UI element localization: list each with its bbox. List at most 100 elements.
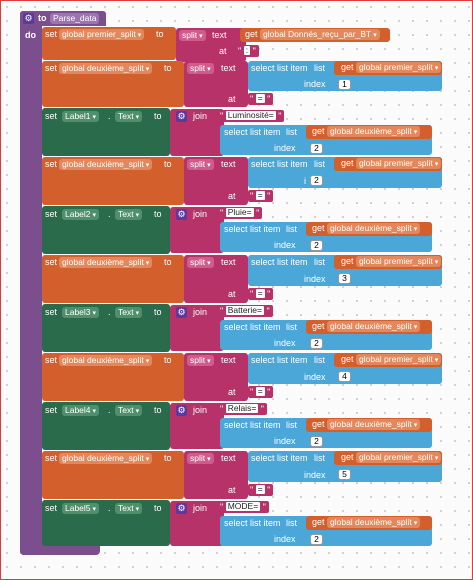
variable-dropdown[interactable]: global deuxième_split ▾ bbox=[59, 159, 153, 170]
split-dropdown[interactable]: split ▾ bbox=[179, 30, 206, 41]
split-block-5[interactable]: split ▾ text at bbox=[184, 353, 248, 401]
split-dropdown[interactable]: split ▾ bbox=[187, 453, 214, 464]
text-value[interactable]: = bbox=[255, 190, 265, 200]
property-dropdown[interactable]: Text ▾ bbox=[115, 503, 143, 514]
text-value[interactable]: = bbox=[255, 288, 265, 298]
get-deuxieme-block-3[interactable]: get global deuxième_split ▾ bbox=[306, 320, 432, 334]
variable-dropdown[interactable]: global deuxième_split ▾ bbox=[327, 517, 421, 528]
get-premier-block-5[interactable]: get global premier_split ▾ bbox=[334, 451, 442, 465]
get-deuxieme-block-1[interactable]: get global deuxième_split ▾ bbox=[306, 125, 432, 139]
get-premier-block-3[interactable]: get global premier_split ▾ bbox=[334, 255, 442, 269]
variable-dropdown[interactable]: global deuxième_split ▾ bbox=[59, 257, 153, 268]
variable-dropdown[interactable]: global Donnés_reçu_par_BT ▾ bbox=[260, 29, 380, 40]
text-literal-equals[interactable]: " = " bbox=[248, 93, 274, 105]
variable-dropdown[interactable]: global deuxième_split ▾ bbox=[327, 321, 421, 332]
set-label4-text-block[interactable]: set Label4 ▾ . Text ▾ to bbox=[42, 402, 170, 450]
gear-icon[interactable]: ⚙ bbox=[176, 307, 187, 318]
join-block-5[interactable]: ⚙ join bbox=[170, 501, 224, 546]
number-value[interactable]: 3 bbox=[338, 273, 351, 284]
number-block[interactable]: 1 bbox=[334, 78, 354, 91]
number-block[interactable]: 2 bbox=[306, 533, 326, 546]
text-value[interactable]: Relais= bbox=[225, 403, 259, 413]
get-deuxieme-block-5[interactable]: get global deuxième_split ▾ bbox=[306, 516, 432, 530]
gear-icon[interactable]: ⚙ bbox=[176, 503, 187, 514]
number-value[interactable]: 2 bbox=[310, 534, 323, 545]
text-value[interactable]: = bbox=[255, 484, 265, 494]
text-literal-equals[interactable]: " = " bbox=[248, 288, 274, 300]
procedure-name[interactable]: Parse_data bbox=[50, 13, 100, 24]
variable-dropdown[interactable]: global premier_split ▾ bbox=[59, 29, 145, 40]
number-block[interactable]: 5 bbox=[334, 468, 354, 481]
set-label3-text-block[interactable]: set Label3 ▾ . Text ▾ to bbox=[42, 304, 170, 352]
join-block-4[interactable]: ⚙ join bbox=[170, 403, 224, 449]
property-dropdown[interactable]: Text ▾ bbox=[115, 307, 143, 318]
number-value[interactable]: 2 bbox=[310, 175, 323, 186]
text-literal-equals[interactable]: " = " bbox=[248, 484, 274, 496]
number-block[interactable]: 2 bbox=[306, 337, 326, 350]
component-dropdown[interactable]: Label5 ▾ bbox=[62, 503, 100, 514]
variable-dropdown[interactable]: global deuxième_split ▾ bbox=[59, 453, 153, 464]
variable-dropdown[interactable]: global deuxième_split ▾ bbox=[327, 126, 421, 137]
property-dropdown[interactable]: Text ▾ bbox=[115, 405, 143, 416]
gear-icon[interactable]: ⚙ bbox=[176, 405, 187, 416]
text-value[interactable]: = bbox=[255, 93, 265, 103]
variable-dropdown[interactable]: global premier_split ▾ bbox=[356, 158, 442, 169]
number-block[interactable]: 2 bbox=[306, 142, 326, 155]
get-recu-block[interactable]: get global Donnés_reçu_par_BT ▾ bbox=[240, 28, 390, 42]
procedure-header[interactable]: ⚙ to Parse_data bbox=[20, 11, 106, 26]
get-premier-block-1[interactable]: get global premier_split ▾ bbox=[334, 61, 442, 75]
text-value[interactable]: Batterie= bbox=[225, 305, 264, 315]
split-dropdown[interactable]: split ▾ bbox=[187, 63, 214, 74]
variable-dropdown[interactable]: global premier_split ▾ bbox=[356, 256, 442, 267]
number-block[interactable]: 2 bbox=[306, 239, 326, 252]
component-dropdown[interactable]: Label2 ▾ bbox=[62, 209, 100, 220]
get-premier-block-4[interactable]: get global premier_split ▾ bbox=[334, 353, 442, 367]
number-value[interactable]: 2 bbox=[310, 240, 323, 251]
number-block[interactable]: 3 bbox=[334, 272, 354, 285]
number-value[interactable]: 1 bbox=[338, 79, 351, 90]
split-dropdown[interactable]: split ▾ bbox=[187, 159, 214, 170]
split-dropdown[interactable]: split ▾ bbox=[187, 355, 214, 366]
split-block-3[interactable]: split ▾ text at bbox=[184, 157, 248, 205]
get-deuxieme-block-2[interactable]: get global deuxième_split ▾ bbox=[306, 222, 432, 236]
property-dropdown[interactable]: Text ▾ bbox=[115, 209, 143, 220]
split-block-6[interactable]: split ▾ text at bbox=[184, 451, 248, 499]
variable-dropdown[interactable]: global deuxième_split ▾ bbox=[59, 355, 153, 366]
number-value[interactable]: 5 bbox=[338, 469, 351, 480]
set-deuxieme-split-block-3[interactable]: set global deuxième_split ▾ to bbox=[42, 255, 184, 303]
join-block-3[interactable]: ⚙ join bbox=[170, 305, 224, 351]
property-dropdown[interactable]: Text ▾ bbox=[115, 111, 143, 122]
text-literal-equals[interactable]: " = " bbox=[248, 190, 274, 202]
set-label5-text-block[interactable]: set Label5 ▾ . Text ▾ to bbox=[42, 500, 170, 546]
text-literal-label1[interactable]: " Luminosité= " bbox=[218, 110, 285, 122]
variable-dropdown[interactable]: global deuxième_split ▾ bbox=[327, 419, 421, 430]
set-label1-text-block[interactable]: set Label1 ▾ . Text ▾ to bbox=[42, 108, 170, 156]
number-block[interactable]: 4 bbox=[334, 370, 354, 383]
component-dropdown[interactable]: Label1 ▾ bbox=[62, 111, 100, 122]
text-value[interactable]: Luminosité= bbox=[225, 110, 276, 120]
set-deuxieme-split-block-5[interactable]: set global deuxième_split ▾ to bbox=[42, 451, 184, 499]
gear-icon[interactable]: ⚙ bbox=[23, 13, 34, 24]
variable-dropdown[interactable]: global premier_split ▾ bbox=[356, 62, 442, 73]
split-block-4[interactable]: split ▾ text at bbox=[184, 255, 248, 303]
text-literal-label5[interactable]: " MODE= " bbox=[218, 501, 269, 513]
number-value[interactable]: 2 bbox=[310, 436, 323, 447]
join-block-2[interactable]: ⚙ join bbox=[170, 207, 224, 253]
variable-dropdown[interactable]: global deuxième_split ▾ bbox=[327, 223, 421, 234]
text-literal-label2[interactable]: " Pluie= " bbox=[218, 207, 263, 219]
number-value[interactable]: 2 bbox=[310, 338, 323, 349]
number-block[interactable]: 2 bbox=[306, 174, 326, 187]
variable-dropdown[interactable]: global premier_split ▾ bbox=[356, 354, 442, 365]
component-dropdown[interactable]: Label4 ▾ bbox=[62, 405, 100, 416]
procedure-block[interactable] bbox=[20, 11, 42, 555]
gear-icon[interactable]: ⚙ bbox=[176, 111, 187, 122]
split-block-1[interactable]: split ▾ text at bbox=[176, 28, 246, 62]
text-value[interactable]: Pluie= bbox=[225, 207, 254, 217]
number-block[interactable]: 2 bbox=[306, 435, 326, 448]
set-premier-split-block-1[interactable]: set global premier_split ▾ to bbox=[42, 27, 176, 60]
text-value[interactable]: = bbox=[255, 386, 265, 396]
variable-dropdown[interactable]: global deuxième_split ▾ bbox=[59, 63, 153, 74]
text-literal-label4[interactable]: " Relais= " bbox=[218, 403, 267, 415]
set-deuxieme-split-block-1[interactable]: set global deuxième_split ▾ to bbox=[42, 61, 184, 107]
get-deuxieme-block-4[interactable]: get global deuxième_split ▾ bbox=[306, 418, 432, 432]
